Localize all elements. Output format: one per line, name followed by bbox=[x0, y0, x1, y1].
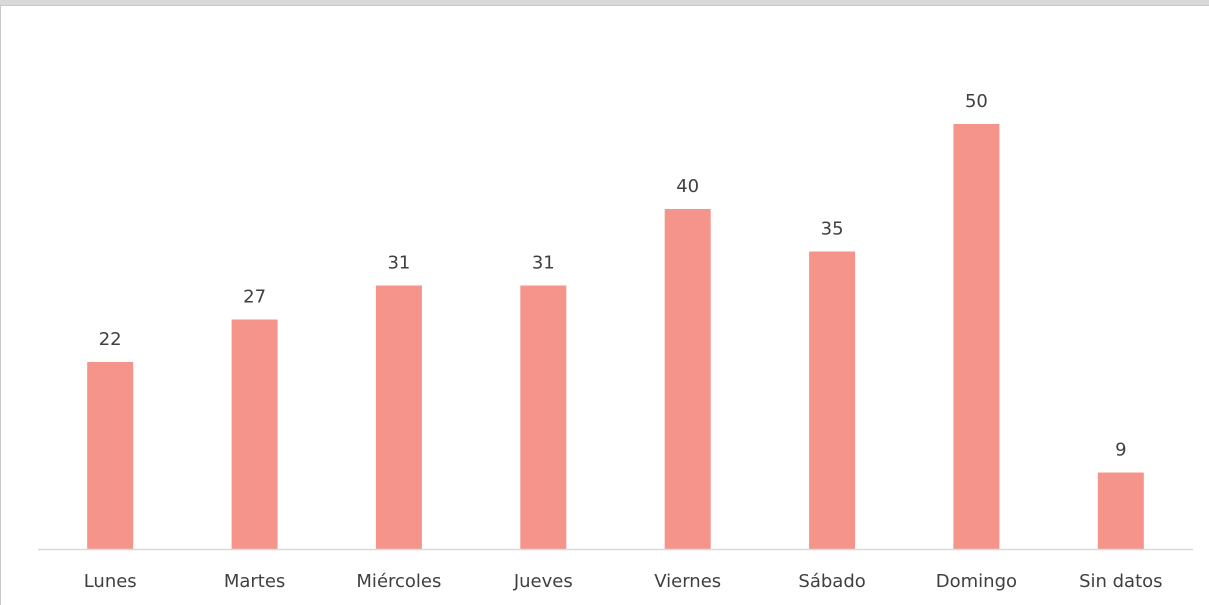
bar-5 bbox=[809, 251, 856, 549]
bar-7 bbox=[1097, 472, 1144, 549]
bar-1 bbox=[231, 319, 278, 549]
data-label-4: 40 bbox=[676, 176, 699, 197]
bar-0 bbox=[87, 362, 134, 549]
bar-6 bbox=[953, 124, 1000, 549]
data-label-2: 31 bbox=[387, 253, 410, 274]
category-label-4: Viernes bbox=[654, 571, 721, 592]
window-left-border bbox=[0, 6, 1, 605]
category-label-6: Domingo bbox=[936, 571, 1017, 592]
bar-4 bbox=[664, 209, 711, 549]
category-label-5: Sábado bbox=[798, 571, 865, 592]
data-label-3: 31 bbox=[532, 253, 555, 274]
category-label-1: Martes bbox=[224, 571, 285, 592]
bar-3 bbox=[520, 285, 567, 549]
window-top-border bbox=[0, 0, 1209, 6]
category-label-0: Lunes bbox=[84, 571, 137, 592]
data-label-0: 22 bbox=[99, 329, 122, 350]
data-label-7: 9 bbox=[1115, 440, 1126, 461]
data-label-6: 50 bbox=[965, 91, 988, 112]
data-label-5: 35 bbox=[821, 219, 844, 240]
bar-2 bbox=[375, 285, 422, 549]
data-label-1: 27 bbox=[243, 287, 266, 308]
category-label-7: Sin datos bbox=[1079, 571, 1162, 592]
category-label-2: Miércoles bbox=[356, 571, 441, 592]
category-label-3: Jueves bbox=[513, 571, 573, 592]
